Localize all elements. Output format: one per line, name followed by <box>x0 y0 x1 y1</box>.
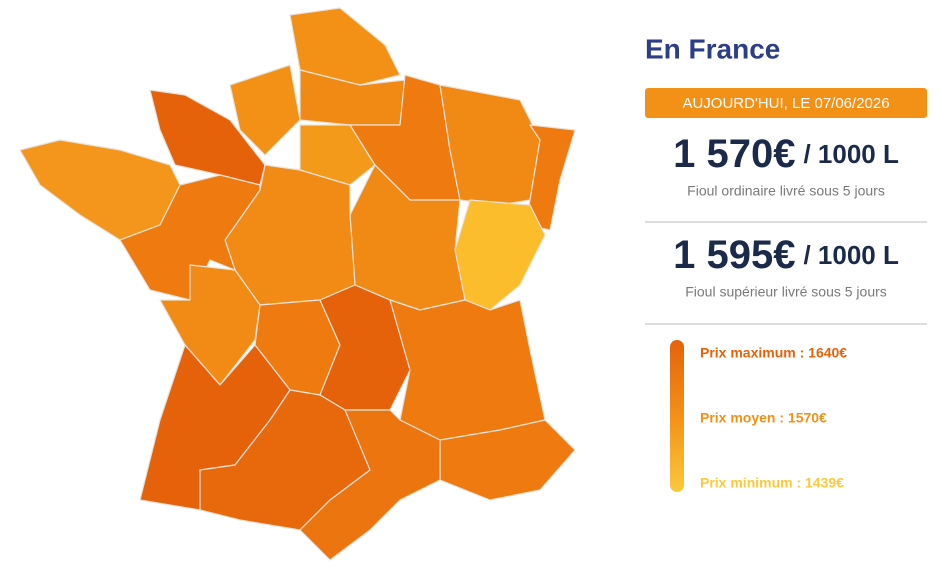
price-panel: En France AUJOURD'HUI, LE 07/06/2026 1 5… <box>645 33 927 492</box>
region[interactable] <box>439 84 541 206</box>
region[interactable] <box>19 139 181 241</box>
legend-gradient <box>670 340 684 492</box>
price-line: 1 595€ / 1000 L <box>673 233 899 277</box>
price-unit: / 1000 L <box>803 139 899 169</box>
france-map <box>19 7 576 561</box>
region[interactable] <box>299 124 376 186</box>
region[interactable] <box>454 199 546 311</box>
date-banner <box>645 88 927 118</box>
legend-label: Prix moyen : 1570€ <box>700 410 827 426</box>
price-unit: / 1000 L <box>803 240 899 270</box>
legend-label: Prix maximum : 1640€ <box>700 345 847 361</box>
region[interactable] <box>119 174 261 301</box>
region[interactable] <box>299 409 441 561</box>
date-label: AUJOURD'HUI, LE 07/06/2026 <box>682 95 889 112</box>
price-line: 1 570€ / 1000 L <box>673 132 899 176</box>
region[interactable] <box>389 299 546 441</box>
legend-label: Prix minimum : 1439€ <box>700 475 844 491</box>
region[interactable] <box>229 64 301 156</box>
price-amount: 1 570€ <box>673 132 795 176</box>
panel-title: En France <box>645 33 780 64</box>
price-amount: 1 595€ <box>673 233 795 277</box>
price-description: Fioul ordinaire livré sous 5 jours <box>687 183 885 199</box>
price-description: Fioul supérieur livré sous 5 jours <box>685 284 887 300</box>
